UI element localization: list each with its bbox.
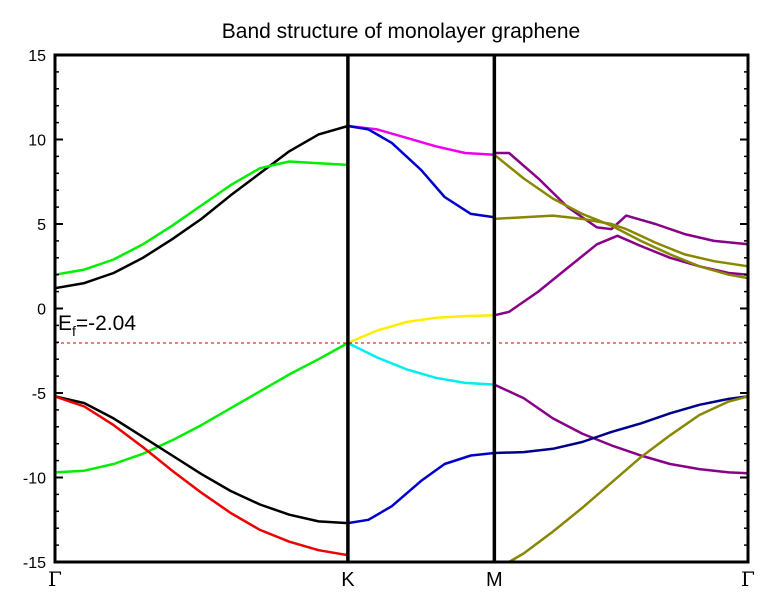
kpoint-lines	[346, 55, 497, 562]
fermi-level-label: Ef=-2.04	[58, 312, 136, 339]
ytick-label-3: 5	[37, 217, 46, 234]
band-line-8	[54, 395, 348, 525]
plot-frame	[53, 53, 750, 564]
fermi-label: Ef=-2.04	[58, 312, 136, 339]
band-line-2	[54, 160, 348, 276]
kpoint-label-1: Γ	[48, 567, 62, 591]
band-line-9	[54, 395, 349, 557]
ytick-label-1: 15	[28, 48, 46, 65]
series-layer	[54, 124, 749, 564]
ytick-label-4: 0	[37, 302, 46, 319]
ytick-label-5: -5	[32, 386, 46, 403]
band-line-11	[494, 151, 749, 246]
kpoint-label-3: M	[486, 569, 503, 591]
kpoint-label-4: Γ	[741, 567, 755, 591]
band-line-6	[347, 341, 495, 386]
band-line-13	[493, 153, 749, 280]
band-line-7	[54, 341, 349, 474]
band-line-17	[508, 395, 749, 564]
band-line-12	[494, 234, 749, 317]
ytick-label-6: -10	[23, 471, 46, 488]
band-line-3	[347, 124, 495, 156]
band-line-10	[347, 451, 495, 525]
band-line-15	[493, 383, 749, 475]
chart-title: Band structure of monolayer graphene	[222, 20, 580, 43]
ytick-label-2: 10	[28, 133, 46, 150]
ytick-label-7: -15	[23, 555, 46, 572]
band-line-16	[494, 395, 749, 455]
y-axis-ticks: 15 10 5 0 -5 -10 -15	[23, 48, 748, 572]
band-line-4	[347, 124, 495, 219]
band-line-1	[54, 124, 349, 290]
band-line-5	[347, 314, 495, 345]
kpoint-label-2: K	[341, 569, 355, 591]
band-line-14	[494, 214, 749, 268]
